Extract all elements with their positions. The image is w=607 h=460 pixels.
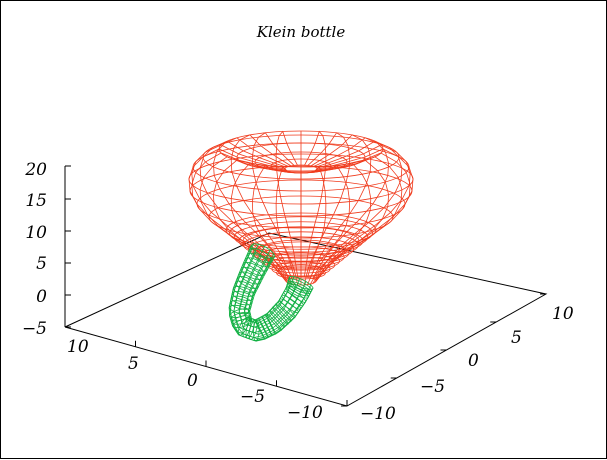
x-tick-label: −10 — [287, 403, 323, 423]
z-tick-label: 10 — [25, 223, 47, 243]
bulb-meridian — [312, 137, 390, 279]
bulb-meridian — [212, 137, 290, 279]
handle-longitude — [228, 245, 314, 342]
bulb-band — [238, 226, 364, 256]
chart-title: Klein bottle — [256, 23, 346, 41]
surface-mesh — [188, 130, 414, 342]
z-tick-label: 5 — [36, 254, 47, 274]
z-tick-label: 0 — [36, 287, 47, 307]
z-tick-label: 15 — [25, 191, 47, 211]
bulb-meridian — [230, 134, 292, 279]
x-tick-label: 5 — [128, 354, 139, 374]
x-tick-label: −5 — [240, 387, 265, 407]
y-tick-label: 10 — [552, 304, 574, 324]
bulb-meridian — [312, 159, 390, 284]
base-plane-outline — [64, 232, 548, 407]
axis-ticks — [64, 165, 546, 407]
bulb-meridian — [251, 132, 295, 278]
bulb-meridian — [307, 132, 351, 278]
bulb-band — [243, 231, 359, 259]
bulb-meridian — [275, 130, 299, 278]
y-tick-label: −10 — [360, 404, 396, 424]
x-tick-label: 0 — [187, 371, 198, 391]
handle-longitude — [238, 246, 301, 328]
handle-longitude — [233, 244, 307, 334]
handle-longitude — [243, 249, 295, 324]
z-tick-label: 20 — [24, 160, 47, 180]
y-tick-label: −5 — [420, 377, 445, 397]
x-tick-label: 10 — [67, 337, 89, 357]
bulb-meridian — [310, 134, 372, 279]
bulb-meridian — [303, 130, 327, 278]
bulb-band — [271, 261, 331, 277]
bulb-band — [229, 216, 373, 250]
bulb-band — [247, 236, 355, 262]
handle-longitude — [246, 253, 291, 321]
z-tick-label: −5 — [22, 319, 47, 339]
y-tick-label: 5 — [511, 328, 522, 348]
y-tick-label: 0 — [468, 351, 479, 371]
bulb-band — [266, 256, 336, 274]
handle-longitude — [230, 243, 312, 339]
